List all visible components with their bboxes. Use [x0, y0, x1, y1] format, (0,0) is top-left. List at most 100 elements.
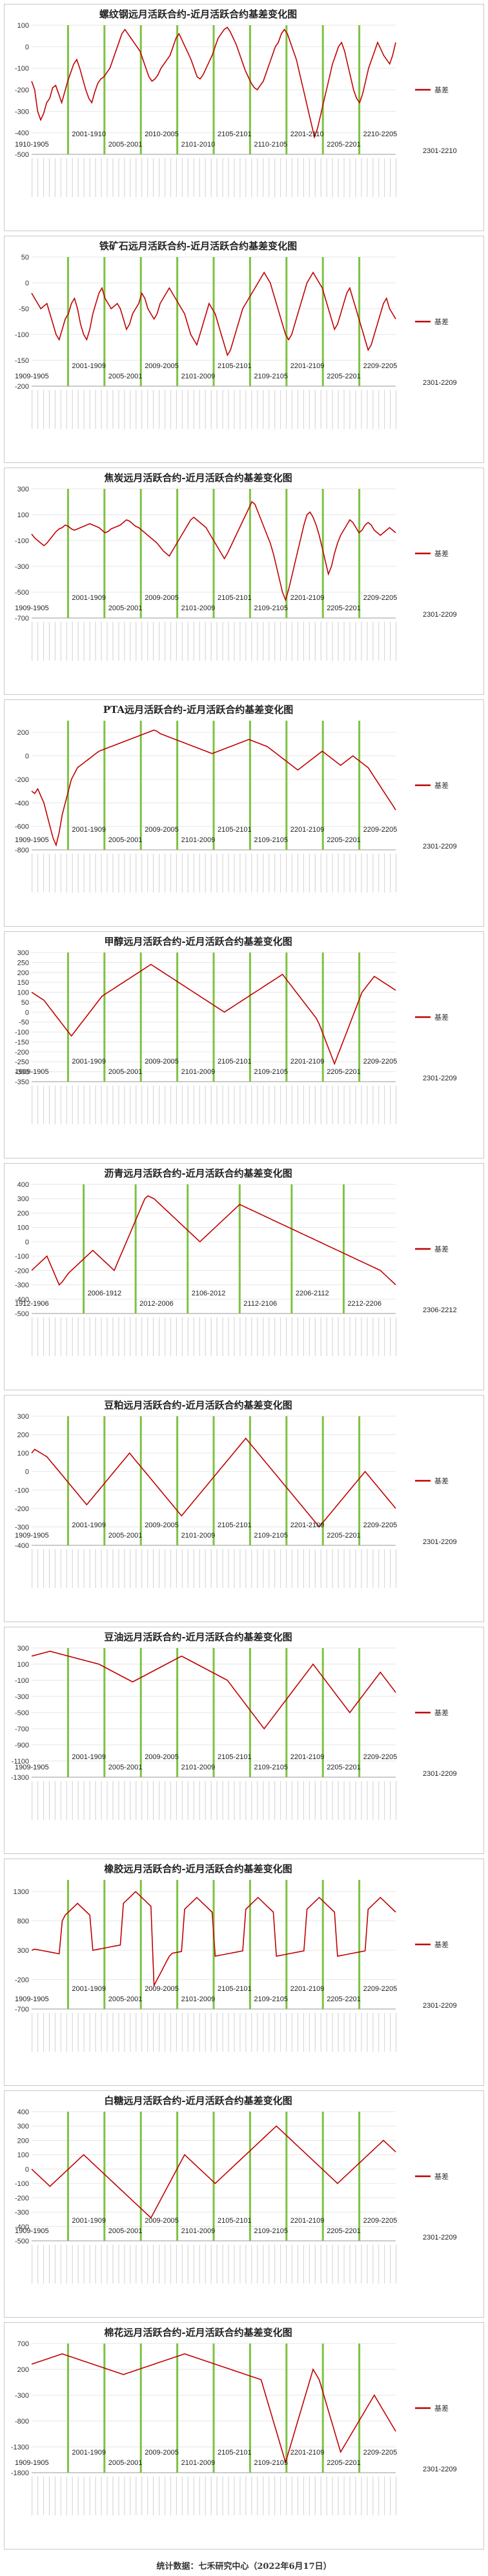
y-tick-label: -200	[15, 776, 29, 784]
x-date-tick	[216, 2013, 218, 2052]
x-date-tick	[332, 2013, 333, 2052]
x-date-tick	[314, 1086, 316, 1124]
x-date-tick	[216, 622, 218, 661]
roll-marker-bar	[212, 1880, 215, 2009]
y-tick-label: -200	[15, 2194, 29, 2202]
x-date-tick	[228, 854, 229, 892]
y-tick-label: 100	[17, 1224, 29, 1232]
y-tick-label: 50	[21, 999, 29, 1007]
x-date-tick	[372, 1781, 374, 1820]
x-date-tick	[314, 158, 316, 197]
x-date-tick	[239, 390, 241, 429]
x-date-tick	[43, 390, 45, 429]
contract-label: 2205-2201	[327, 1532, 361, 1540]
x-date-tick	[210, 1086, 212, 1124]
contract-label: 1909-1905	[15, 1068, 49, 1076]
x-date-tick	[372, 2477, 374, 2515]
x-date-tick	[83, 1086, 85, 1124]
x-date-tick	[343, 854, 345, 892]
contract-label: 2301-2209	[423, 2466, 457, 2473]
roll-marker-bar	[285, 2344, 288, 2473]
x-date-tick	[72, 158, 73, 197]
x-date-tick	[66, 158, 67, 197]
roll-marker-bar	[249, 953, 251, 1082]
x-date-tick	[343, 390, 345, 429]
roll-marker-bar	[212, 25, 215, 154]
x-date-tick	[257, 2477, 258, 2515]
x-date-tick	[280, 622, 281, 661]
x-date-tick	[95, 2245, 96, 2283]
x-date-tick	[147, 622, 148, 661]
x-date-tick	[66, 854, 67, 892]
x-date-tick	[378, 1549, 380, 1588]
x-date-tick	[176, 390, 178, 429]
contract-label: 2101-2009	[181, 1068, 216, 1076]
contract-label: 2301-2209	[423, 2002, 457, 2010]
y-tick-label: 200	[17, 1210, 29, 1217]
contract-label: 2201-2109	[290, 1985, 325, 1993]
x-date-tick	[77, 1317, 79, 1356]
x-date-tick	[245, 390, 247, 429]
contract-label: 2209-2205	[363, 1521, 398, 1529]
series-line	[31, 1437, 396, 1528]
roll-marker-bar	[285, 1880, 288, 2009]
roll-marker-bar	[139, 1880, 142, 2009]
x-date-tick	[118, 1317, 119, 1356]
x-date-tick	[199, 2013, 200, 2052]
x-date-tick	[66, 2013, 67, 2052]
contract-label: 2001-1909	[72, 1521, 106, 1529]
x-date-tick	[285, 2013, 287, 2052]
x-date-tick	[280, 2477, 281, 2515]
x-date-tick	[332, 158, 333, 197]
x-date-tick	[372, 1317, 374, 1356]
y-tick-label: -300	[15, 563, 29, 571]
roll-marker-bar	[358, 1880, 361, 2009]
y-tick-label: 400	[17, 1181, 29, 1189]
contract-label: 1910-1905	[15, 141, 49, 149]
x-date-tick	[181, 622, 183, 661]
roll-marker-bar	[212, 1416, 215, 1545]
x-date-tick	[153, 2477, 154, 2515]
y-tick-label: 300	[17, 1947, 29, 1955]
x-date-tick	[390, 158, 391, 197]
contract-label: 2109-2105	[254, 2227, 288, 2235]
x-date-tick	[303, 854, 304, 892]
contract-label: 2001-1909	[72, 2217, 106, 2225]
x-date-tick	[124, 1086, 125, 1124]
contract-label: 2005-2001	[108, 1068, 143, 1076]
x-date-tick	[72, 390, 73, 429]
x-date-tick	[390, 1317, 391, 1356]
roll-marker-bar	[176, 25, 179, 154]
x-date-tick	[181, 2013, 183, 2052]
x-date-tick	[228, 622, 229, 661]
x-date-tick	[257, 1549, 258, 1588]
series-line	[31, 2353, 396, 2464]
roll-marker-bar	[103, 1416, 106, 1545]
chart-svg: 沥青远月活跃合约-近月活跃合约基差变化图 400 300 200 100 0 -100 -20…	[15, 1168, 457, 1356]
x-date-tick	[83, 622, 85, 661]
x-date-tick	[176, 2013, 178, 2052]
x-date-tick	[72, 622, 73, 661]
x-date-tick	[245, 2477, 247, 2515]
x-date-tick	[251, 1549, 252, 1588]
chart-title: 橡胶远月活跃合约-近月活跃合约基差变化图	[104, 1863, 292, 1875]
series-line	[31, 2125, 396, 2219]
contract-label: 2105-2101	[218, 130, 252, 138]
x-date-tick	[66, 390, 67, 429]
x-date-tick	[251, 622, 252, 661]
x-date-tick	[216, 2477, 218, 2515]
x-date-tick	[37, 1549, 39, 1588]
x-date-tick	[43, 854, 45, 892]
x-date-tick	[222, 622, 223, 661]
x-date-tick	[205, 158, 206, 197]
y-tick-label: -200	[15, 383, 29, 391]
roll-marker-bar	[358, 2112, 361, 2241]
y-tick-label: -300	[15, 1069, 29, 1077]
x-date-tick	[170, 1781, 172, 1820]
x-date-tick	[309, 2477, 310, 2515]
x-date-tick	[257, 158, 258, 197]
contract-label: 2209-2205	[363, 594, 398, 602]
x-date-tick	[77, 1549, 79, 1588]
roll-marker-bar	[342, 1184, 345, 1314]
x-date-tick	[257, 622, 258, 661]
